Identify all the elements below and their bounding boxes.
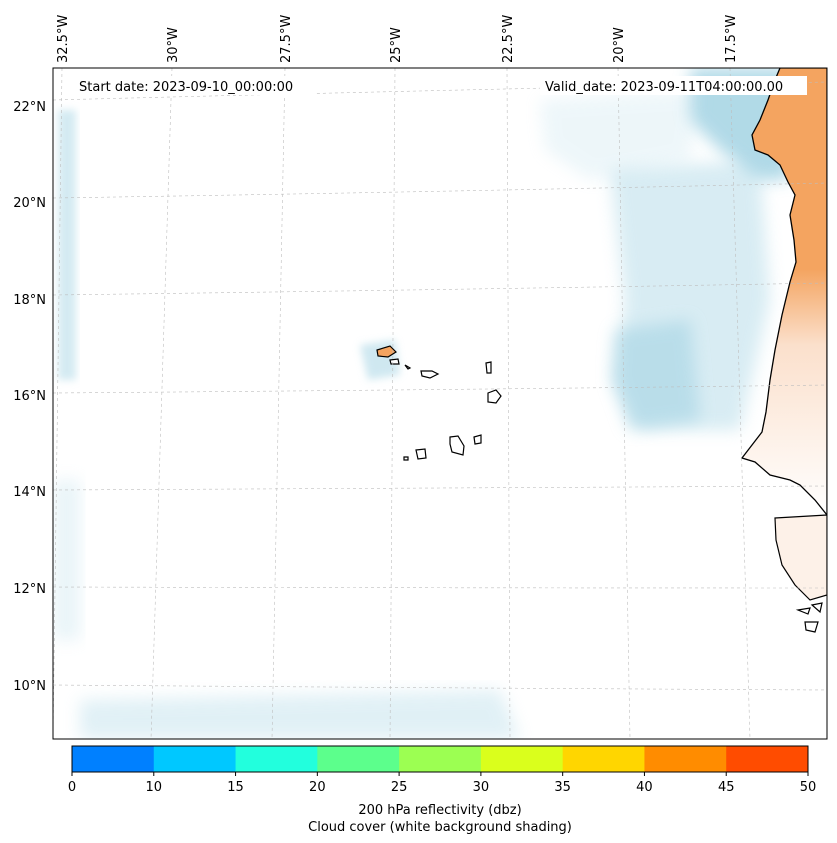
lat-label-20: 20°N [13,196,46,211]
gridline-lon-17-5 [729,68,751,739]
colorbar-segment-7 [644,746,727,772]
gridline-lat-18 [53,282,827,296]
island-bissagos-2 [810,602,823,614]
lat-label-14: 14°N [13,485,46,500]
island-santo-antao [376,345,397,358]
longitude-labels: 32.5°W 30°W 27.5°W 25°W 22.5°W 20°W 17.5… [56,15,739,63]
island-santiago [449,435,465,456]
colorbar-segment-1 [153,746,237,772]
colorbar-tick-label: 15 [227,780,244,795]
colorbar: 0 10 15 20 25 30 35 40 45 50 [68,745,817,795]
gridline-lon-27-5 [271,68,286,739]
graticule [53,68,827,739]
colorbar-tick-label: 30 [473,780,490,795]
map-frame [52,67,828,740]
start-date-box [74,76,314,95]
island-bissagos-1 [795,607,811,615]
colorbar-tick-label: 20 [309,780,326,795]
lat-label-10: 10°N [13,679,46,694]
colorbar-tick-label: 40 [636,780,653,795]
lon-label-27-5: 27.5°W [279,15,294,63]
gridline-lat-12 [53,586,827,589]
lat-label-22: 22°N [13,100,46,115]
island-sal [485,361,492,374]
colorbar-segment-3 [317,746,400,772]
gridline-lat-16 [53,384,827,394]
colorbar-segment-2 [235,746,318,772]
cloud-patch-northeast [540,90,700,180]
island-bissagos-3 [804,621,819,633]
valid-date-box [540,76,807,95]
gridline-lon-32-5 [53,68,63,739]
colorbar-segment-5 [480,746,564,772]
lat-label-16: 16°N [13,389,46,404]
colorbar-segment-0 [72,746,155,772]
island-santa-luzia [404,364,412,370]
africa-landmass [740,68,827,517]
gridline-lon-22-5 [506,68,511,739]
colorbar-tick-label: 25 [391,780,408,795]
bissagos-islands [795,602,823,633]
cloud-cover-shading [53,68,790,739]
island-maio [473,434,482,445]
colorbar-segment-4 [399,746,482,772]
gridline-lat-10 [53,684,827,691]
gridline-lat-20 [53,182,827,199]
colorbar-segment-6 [562,746,645,772]
colorbar-tick-label: 45 [718,780,735,795]
cape-verde-islands [376,345,502,461]
colorbar-tick-label: 50 [800,780,817,795]
gridline-lon-30 [150,68,173,739]
lat-label-12: 12°N [13,582,46,597]
colorbar-tick-label: 0 [68,780,76,795]
colorbar-segment-8 [726,746,809,772]
island-sao-vicente [389,358,400,365]
cloud-patch-west-africa [612,320,700,430]
gridline-lon-25 [389,68,396,739]
gridline-lon-20 [617,68,631,739]
island-fogo [415,448,427,460]
island-brava [403,456,409,461]
cloud-band-west [58,110,76,380]
gridline-lat-14 [53,485,827,491]
gridline-lat-22 [53,81,827,101]
guinea-bissau-coast [774,514,827,601]
lon-label-25: 25°W [389,27,404,63]
island-sao-nicolau [420,370,440,379]
colorbar-label-reflectivity: 200 hPa reflectivity (dbz) [358,803,521,818]
start-date-label: Start date: 2023-09-10_00:00:00 [79,80,293,95]
latitude-labels: 22°N 20°N 18°N 16°N 14°N 12°N 10°N [13,100,46,694]
colorbar-frame [71,745,809,773]
cloud-patch-southwest [53,480,80,640]
lon-label-22-5: 22.5°W [501,15,516,63]
colorbar-label-cloud-cover: Cloud cover (white background shading) [308,820,572,835]
lon-label-17-5: 17.5°W [724,15,739,63]
lon-label-20: 20°W [612,27,627,63]
valid-date-label: Valid_date: 2023-09-11T04:00:00.00 [545,80,783,95]
colorbar-tick-label: 10 [146,780,163,795]
island-boa-vista [487,389,502,404]
lon-label-30: 30°W [166,27,181,63]
lon-label-32-5: 32.5°W [56,15,71,63]
cloud-band-south [80,690,520,739]
colorbar-tick-label: 35 [554,780,571,795]
lat-label-18: 18°N [13,293,46,308]
